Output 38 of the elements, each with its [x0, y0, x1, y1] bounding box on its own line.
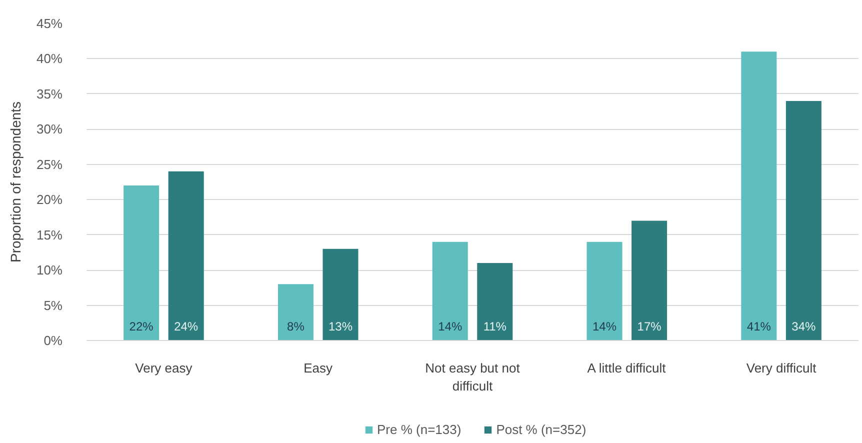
- data-label: 14%: [438, 320, 462, 334]
- bar: [741, 52, 777, 340]
- y-axis-title: Proportion of respondents: [7, 101, 24, 263]
- bar: [278, 284, 314, 340]
- y-tick-label: 45%: [36, 16, 63, 31]
- y-tick-label: 15%: [36, 227, 63, 242]
- data-label: 22%: [129, 320, 154, 334]
- y-tick-label: 30%: [36, 122, 63, 137]
- bar: [632, 220, 668, 340]
- data-label: 11%: [483, 320, 507, 334]
- x-tick-label: Easy: [304, 360, 334, 376]
- x-tick-label: Not easy but not difficult: [425, 360, 520, 394]
- bar: [168, 171, 204, 340]
- y-tick-label: 25%: [36, 156, 63, 172]
- y-tick-label: 10%: [36, 262, 63, 278]
- bar: [124, 186, 160, 340]
- y-tick-label: 40%: [36, 51, 63, 66]
- x-tick-label: Very easy: [135, 360, 193, 376]
- bar: [586, 242, 622, 340]
- data-label: 41%: [746, 320, 772, 334]
- data-label: 8%: [287, 320, 305, 334]
- y-tick-label: 20%: [36, 192, 63, 208]
- x-tick-label: Very difficult: [746, 360, 817, 376]
- data-label: 24%: [174, 320, 198, 334]
- bar: [786, 100, 822, 340]
- x-tick-label: A little difficult: [587, 360, 666, 376]
- bar: [432, 242, 468, 340]
- y-tick-label: 35%: [36, 86, 63, 102]
- y-tick-label: 5%: [44, 298, 63, 313]
- y-tick-label: 0%: [44, 333, 63, 348]
- legend-label: Pre % (n=133): [377, 422, 462, 437]
- bar: [477, 263, 513, 340]
- data-label: 17%: [637, 320, 662, 334]
- data-label: 13%: [328, 320, 353, 334]
- data-label: 14%: [592, 320, 617, 334]
- data-label: 34%: [792, 320, 816, 334]
- bar: [322, 248, 358, 340]
- legend-label: Post % (n=352): [496, 422, 586, 437]
